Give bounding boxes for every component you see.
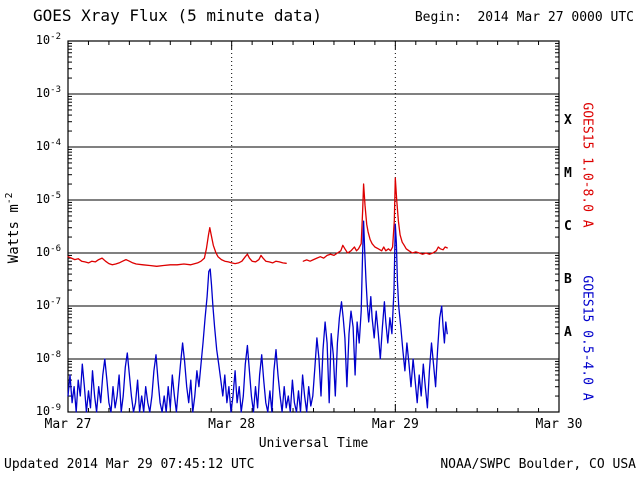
y-tick-label: 10-6 (35, 244, 61, 259)
y-tick-label: 10-3 (35, 85, 61, 100)
begin-time-text: Begin: 2014 Mar 27 0000 UTC (414, 10, 634, 25)
page-title: GOES Xray Flux (5 minute data) (33, 6, 322, 25)
short-channel-label: GOES15 0.5-4.0 A (579, 275, 595, 401)
updated-timestamp: Updated 2014 Mar 29 07:45:12 UTC (4, 457, 255, 472)
source-attribution: NOAA/SWPC Boulder, CO USA (440, 457, 636, 472)
x-axis-tick-labels: Mar 27 Mar 28 Mar 29 Mar 30 (0, 417, 640, 435)
y-tick-label: 10-8 (35, 350, 61, 365)
x-tick-label: Mar 28 (208, 417, 256, 432)
x-tick-label: Mar 29 (371, 417, 419, 432)
x-tick-label: Mar 27 (44, 417, 92, 432)
long-channel-label: GOES15 1.0-8.0 A (579, 102, 595, 228)
y-tick-label: 10-4 (35, 138, 61, 153)
y-axis-tick-labels: 10-2 10-3 10-4 10-5 10-6 10-7 10-8 10-9 (0, 0, 64, 480)
x-axis-title: Universal Time (258, 436, 369, 451)
y-tick-label: 10-9 (35, 403, 61, 418)
x-tick-label: Mar 30 (535, 417, 583, 432)
y-tick-label: 10-5 (35, 191, 61, 206)
y-tick-label: 10-7 (35, 297, 61, 312)
y-tick-label: 10-2 (35, 32, 61, 47)
